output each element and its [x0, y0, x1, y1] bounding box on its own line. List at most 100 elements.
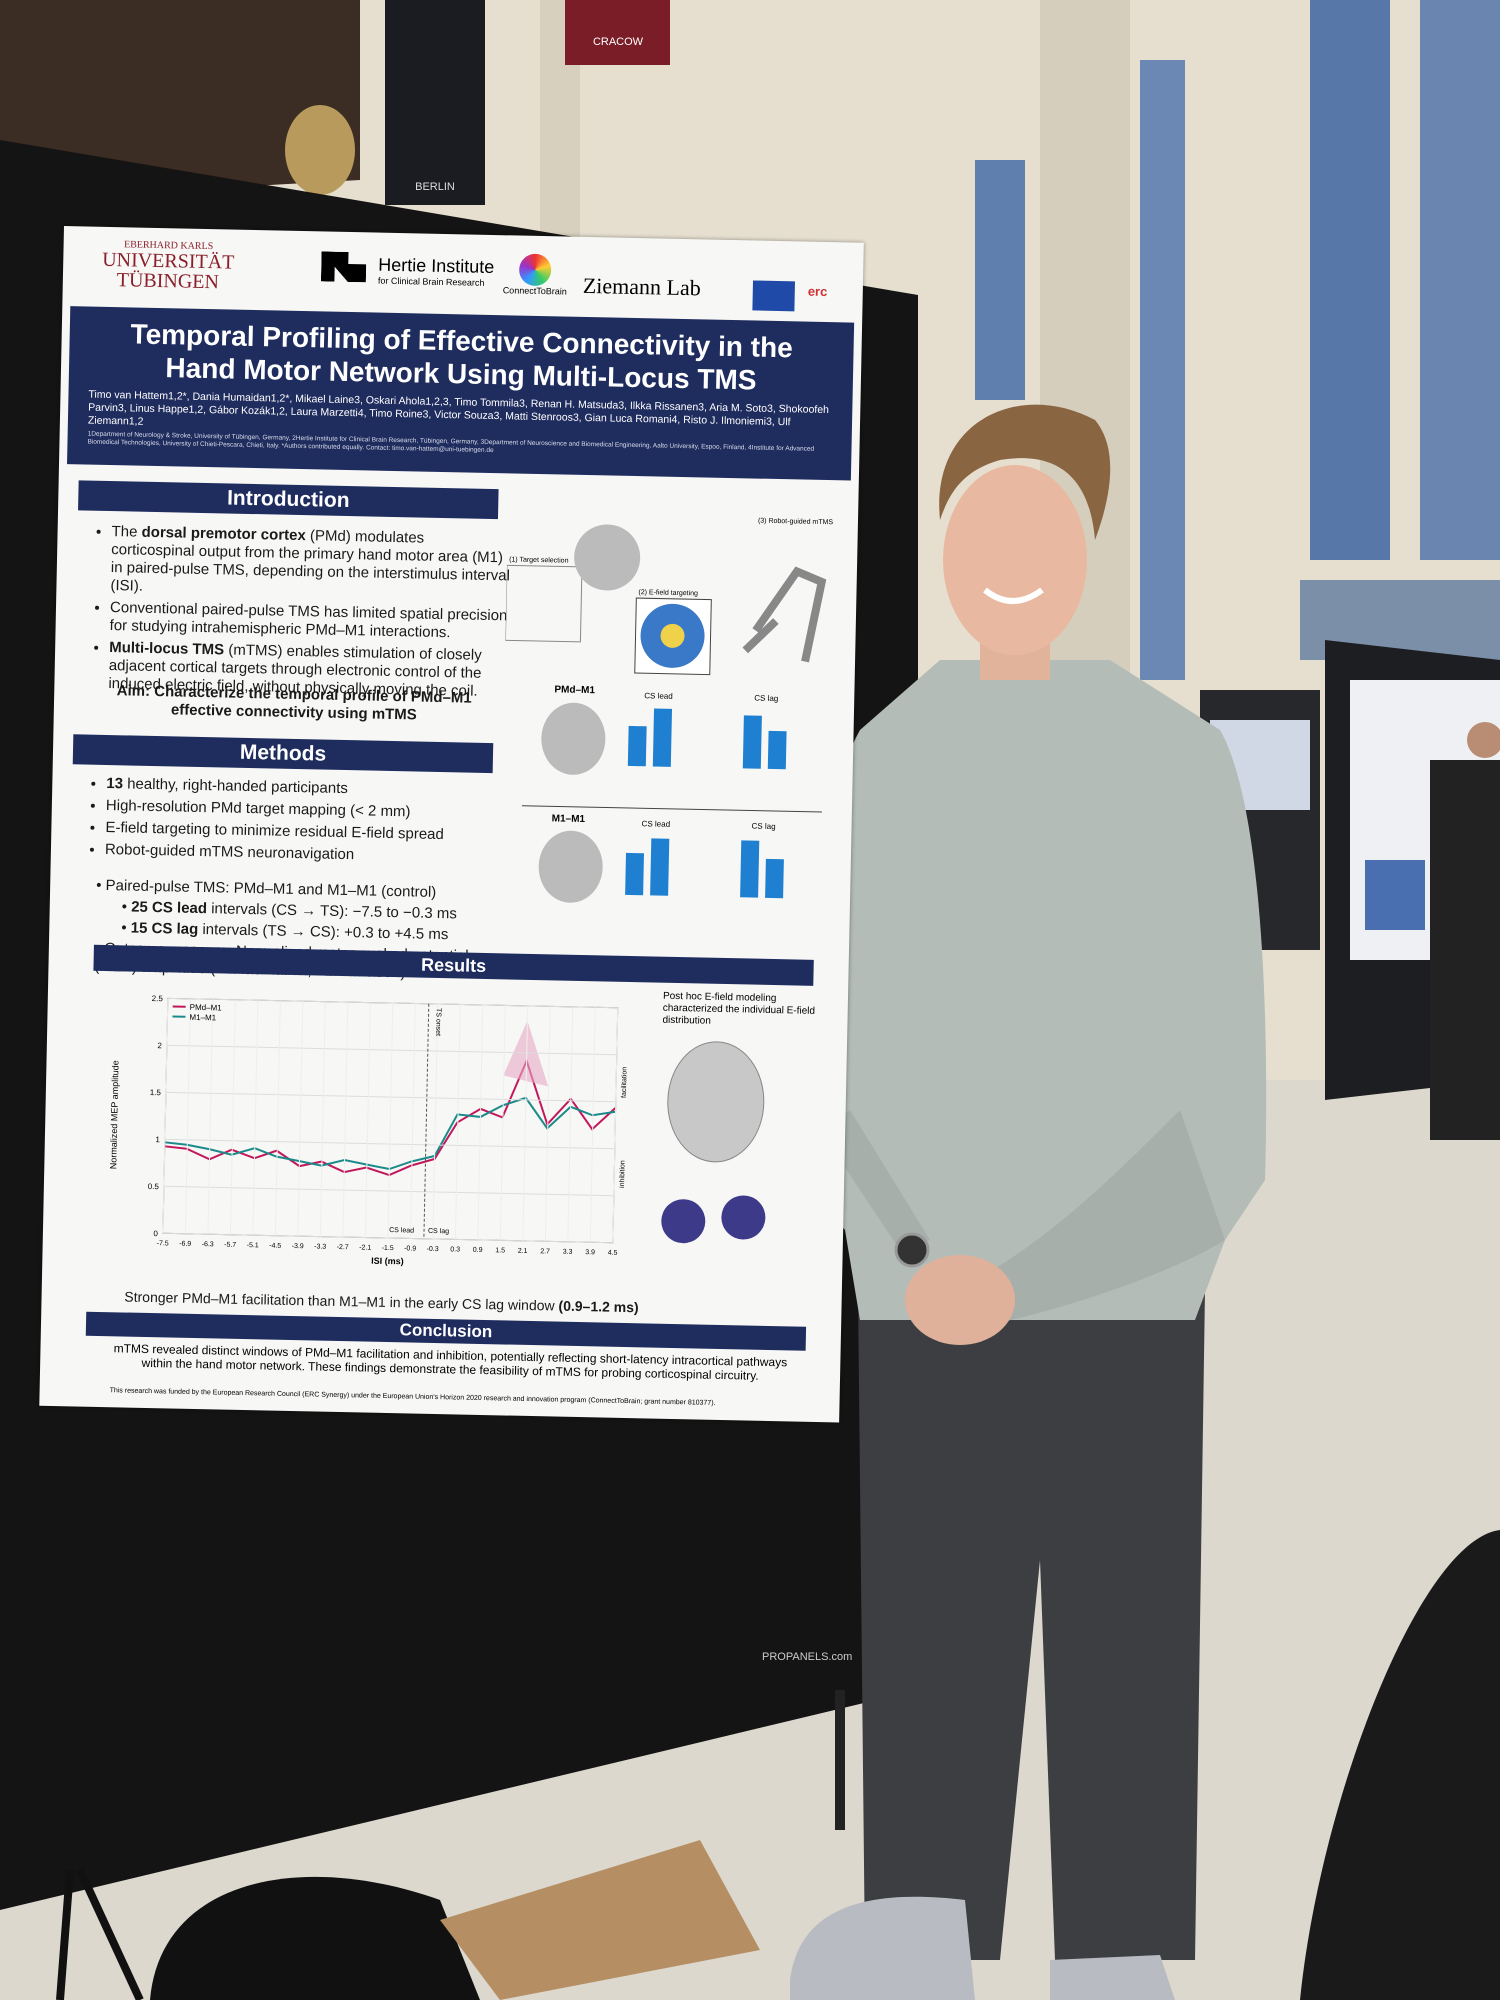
text-run: Conventional paired-pulse TMS has limite… [109, 599, 508, 642]
grid-line [184, 998, 191, 1234]
figure-bar [627, 725, 647, 767]
grid-line [409, 1003, 416, 1239]
text-run: dorsal premotor cortex [141, 523, 306, 545]
grid-line [229, 999, 236, 1235]
head-model [538, 830, 603, 903]
board-leg [56, 1868, 144, 2000]
text-run: 13 [106, 775, 124, 793]
x-tick-label: 0.3 [450, 1246, 460, 1253]
x-tick-label: -0.3 [427, 1246, 439, 1253]
grid-line [432, 1003, 439, 1239]
sleeve [955, 1110, 1225, 1330]
banner [385, 0, 485, 205]
bullet: Conventional paired-pulse TMS has limite… [109, 599, 510, 643]
lag-label: CS lag [428, 1228, 449, 1235]
facilitation-label: facilitation [621, 1067, 629, 1098]
y-tick-label: 0 [153, 1229, 158, 1238]
x-tick-label: -4.5 [269, 1243, 281, 1250]
logo-eu [752, 280, 796, 312]
figure-label: PMd–M1 [554, 684, 595, 696]
x-tick-label: 2.1 [518, 1248, 528, 1255]
x-tick-label: -2.7 [337, 1244, 349, 1251]
logo-mark [518, 253, 552, 287]
board-maker: PROPANELS.com [762, 1651, 852, 1663]
ceiling-beam [0, 0, 360, 200]
grid-line [499, 1005, 506, 1241]
text-run: 25 CS lead [130, 898, 208, 918]
x-tick-label: -3.3 [314, 1243, 326, 1250]
lead-label: CS lead [389, 1227, 414, 1235]
text-run: High-resolution PMd target mapping (< 2 … [105, 797, 411, 821]
aim: Aim: Characterize the temporal profile o… [116, 682, 472, 724]
x-tick-label: -6.9 [179, 1241, 191, 1248]
visitor [1430, 760, 1500, 1140]
grid-line [162, 1232, 613, 1244]
window [975, 160, 1025, 400]
window [1420, 0, 1500, 560]
text-run: Multi-locus TMS [109, 639, 225, 659]
text-run: The [111, 523, 142, 541]
banner-text: CRACOW [593, 36, 644, 48]
methods-list: 13 healthy, right-handed participantsHig… [87, 775, 507, 872]
y-tick-label: 2.5 [152, 994, 164, 1003]
figure-label: (2) E-field targeting [638, 589, 698, 597]
efield-figure: Post hoc E-field modeling characterized … [661, 991, 815, 1244]
logo-connect: ConnectToBrain [502, 253, 568, 297]
grid-line [319, 1001, 326, 1237]
figure-label: (1) Target selection [509, 556, 569, 564]
intro-list: The dorsal premotor cortex (PMd) modulat… [90, 523, 512, 706]
figure-bar [767, 730, 787, 770]
target-grid [504, 564, 583, 643]
y-tick-label: 1 [155, 1135, 160, 1144]
grid-line [252, 1000, 259, 1236]
logo-hertie-mark [321, 251, 367, 282]
figure-bar [740, 840, 760, 898]
banner-text: BERLIN [415, 181, 455, 193]
divider [521, 805, 822, 813]
shoe [790, 1896, 975, 2000]
results-chart: 0 0.5 1 1.5 2 2.5 -7.5 -6.9 -6.3 -5.7 -5.1 -4.5 -3.9… [108, 994, 629, 1266]
brain-map [721, 1195, 766, 1240]
board-leg [835, 1690, 845, 1830]
hair [939, 404, 1111, 540]
figure-bar [765, 858, 784, 899]
methods-figure: (1) Target selection (2) E-field targeti… [504, 518, 834, 903]
grid-line [274, 1000, 281, 1236]
grid-line [387, 1003, 394, 1239]
shoe [1050, 1955, 1175, 2000]
chair [1300, 1530, 1500, 2000]
text-run: intervals (TS → CS): +0.3 to +4.5 ms [198, 920, 449, 944]
x-tick-label: -6.3 [202, 1241, 214, 1248]
text-run: intervals (CS → TS): −7.5 to −0.3 ms [206, 900, 457, 923]
grid-line [207, 999, 214, 1235]
grid-line [477, 1004, 484, 1240]
figure-label: M1–M1 [552, 813, 586, 825]
grid-line [342, 1002, 349, 1238]
text-run: Paired-pulse TMS: PMd–M1 and M1–M1 (cont… [105, 877, 437, 901]
onset-line [423, 1003, 430, 1239]
figure-bar [652, 708, 673, 767]
face [943, 465, 1087, 655]
text-run: 15 CS lag [130, 919, 199, 938]
backpack [150, 1876, 480, 2000]
figure-label: CS lag [754, 694, 778, 704]
logo-lab: Ziemann Lab [582, 272, 702, 301]
banner [565, 0, 670, 65]
x-tick-label: 1.5 [495, 1247, 505, 1254]
title-band: Temporal Profiling of Effective Connecti… [67, 306, 855, 481]
logo-text: ConnectToBrain [502, 285, 567, 297]
figure-label: (3) Robot-guided mTMS [758, 518, 834, 527]
x-tick-label: -2.1 [359, 1244, 371, 1251]
side-note-box: Post hoc E-field modeling characterized … [662, 991, 815, 1027]
onset-label: TS onset [434, 1008, 442, 1036]
x-tick-label: 4.5 [608, 1250, 618, 1257]
robot-arm [742, 566, 827, 663]
poster: EBERHARD KARLS UNIVERSITÄT TÜBINGEN Hert… [39, 226, 864, 1423]
x-tick-label: -5.1 [247, 1242, 259, 1249]
funding: This research was funded by the European… [109, 1387, 716, 1407]
brain-map [661, 1199, 706, 1244]
x-tick-label: 2.7 [540, 1248, 550, 1255]
head-model [574, 524, 641, 591]
x-tick-label: 0.9 [473, 1247, 483, 1254]
